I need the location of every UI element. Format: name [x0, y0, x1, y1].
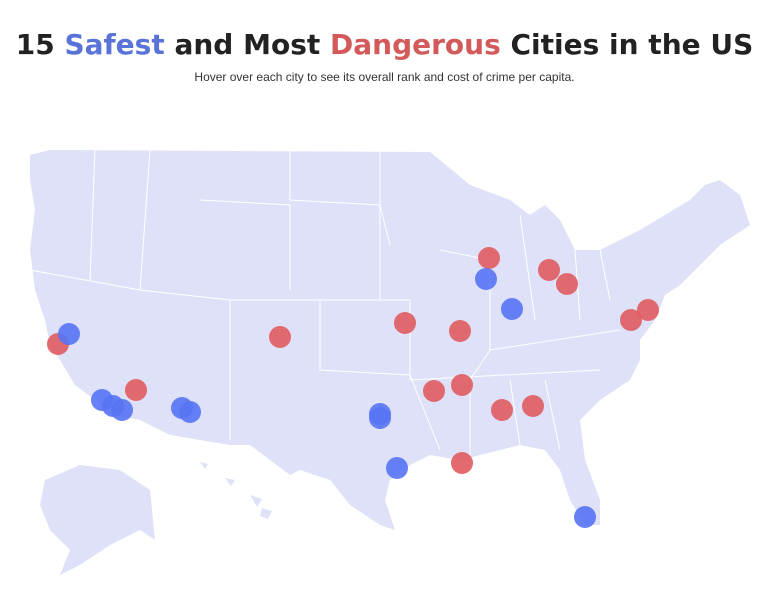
- safe-city[interactable]: [369, 407, 391, 429]
- title-part: and Most: [164, 28, 330, 61]
- hawaii: [200, 462, 272, 519]
- title-part: 15: [15, 28, 65, 61]
- safe-city[interactable]: [501, 298, 523, 320]
- dangerous-city[interactable]: [451, 452, 473, 474]
- safe-city[interactable]: [574, 506, 596, 528]
- dangerous-city[interactable]: [538, 259, 560, 281]
- us-mainland: [30, 150, 750, 530]
- dangerous-city[interactable]: [451, 374, 473, 396]
- safe-city[interactable]: [58, 323, 80, 345]
- title-dangerous: Dangerous: [330, 28, 501, 61]
- title-safe: Safest: [64, 28, 165, 61]
- safe-city[interactable]: [111, 399, 133, 421]
- safe-city[interactable]: [475, 268, 497, 290]
- dangerous-city[interactable]: [125, 379, 147, 401]
- dangerous-city[interactable]: [449, 320, 471, 342]
- subtitle: Hover over each city to see its overall …: [194, 70, 575, 84]
- dangerous-city[interactable]: [491, 399, 513, 421]
- dangerous-city[interactable]: [394, 312, 416, 334]
- dangerous-city[interactable]: [478, 247, 500, 269]
- dangerous-city[interactable]: [556, 273, 578, 295]
- dangerous-city[interactable]: [423, 380, 445, 402]
- cities: [47, 247, 659, 528]
- alaska: [40, 465, 155, 575]
- dangerous-city[interactable]: [269, 326, 291, 348]
- dangerous-city[interactable]: [522, 395, 544, 417]
- title: 15 Safest and Most Dangerous Cities in t…: [0, 28, 769, 61]
- dangerous-city[interactable]: [620, 309, 642, 331]
- safe-city[interactable]: [179, 401, 201, 423]
- safe-city[interactable]: [386, 457, 408, 479]
- title-part: Cities in the US: [500, 28, 754, 61]
- dangerous-city[interactable]: [637, 299, 659, 321]
